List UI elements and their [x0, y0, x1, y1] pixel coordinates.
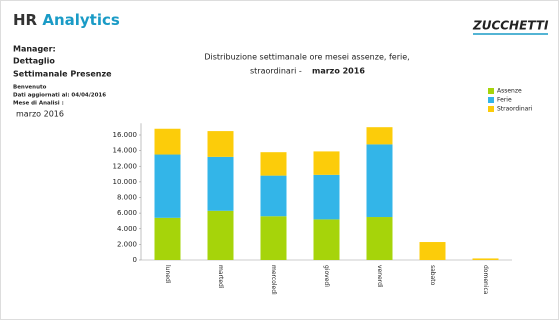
legend-swatch [488, 88, 494, 94]
title-hr: HR [13, 11, 38, 29]
y-tick-label: 10.000 [113, 178, 138, 186]
bar-segment [207, 156, 234, 211]
month: marzo 2016 [16, 110, 64, 119]
bar-segment [207, 131, 234, 157]
month-label: Mese di Analisi : [13, 101, 64, 107]
welcome: Benvenuto [13, 85, 47, 91]
legend-label: Straordinari [497, 106, 533, 113]
y-tick-label: 14.000 [113, 147, 138, 155]
y-tick-label: 8.000 [117, 194, 137, 202]
bar-segment [366, 144, 393, 218]
detail-1: Dettaglio [13, 57, 55, 66]
chart-title-2: straordinari - [250, 67, 302, 76]
chart-title: Distribuzione settimanale ore mesei asse… [204, 53, 409, 62]
y-tick-label: 12.000 [113, 162, 138, 170]
detail-2: Settimanale Presenze [13, 70, 112, 79]
legend-swatch [488, 97, 494, 103]
bar-segment [260, 216, 287, 260]
x-tick-label: sabato [429, 265, 436, 286]
y-tick-label: 2.000 [117, 240, 137, 248]
legend-swatch [488, 106, 494, 112]
y-tick-label: 0 [133, 256, 137, 264]
chart-subtitle: marzo 2016 [312, 67, 365, 76]
x-tick-label: domenica [482, 265, 489, 295]
bar-segment [154, 154, 181, 218]
bar-segment [313, 151, 340, 175]
x-tick-label: lunedì [164, 265, 171, 284]
legend-label: Assenze [497, 88, 522, 95]
y-tick-label: 16.000 [113, 131, 138, 139]
updated: Dati aggiornati al: 04/04/2016 [13, 93, 106, 99]
legend-label: Ferie [497, 97, 512, 104]
bar-segment [154, 128, 181, 155]
bar-segment [472, 258, 499, 260]
x-tick-label: mercoledì [270, 265, 277, 295]
x-tick-label: venerdì [376, 265, 383, 288]
bar-segment [313, 219, 340, 260]
x-tick-label: martedì [217, 265, 224, 289]
x-tick-label: giovedì [323, 265, 330, 287]
bar-segment [260, 175, 287, 217]
bar-segment [207, 210, 234, 260]
bar-segment [419, 242, 446, 260]
y-tick-label: 4.000 [117, 225, 137, 233]
manager: Manager: [13, 45, 56, 54]
y-tick-label: 6.000 [117, 209, 137, 217]
title-analytics: Analytics [42, 11, 120, 29]
bar-segment [366, 127, 393, 145]
bar-segment [154, 217, 181, 260]
app-title: HR Analytics [13, 11, 120, 29]
bar-segment [260, 152, 287, 176]
logo: ZUCCHETTI [472, 19, 549, 33]
bar-segment [313, 174, 340, 220]
bar-segment [366, 217, 393, 260]
